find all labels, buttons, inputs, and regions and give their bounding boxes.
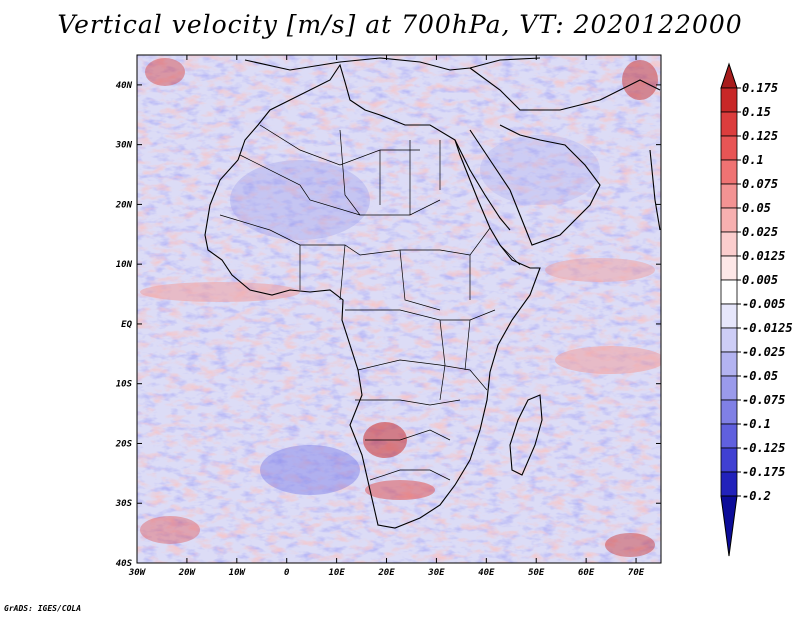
border-line: [469, 227, 521, 300]
colorbar-top-arrow: [720, 62, 738, 89]
map-frame: [136, 54, 662, 564]
lon-tick-label: 10W: [229, 568, 247, 578]
border-line: [365, 429, 451, 441]
border-line: [259, 124, 420, 166]
colorbar-label: 0.1: [742, 153, 764, 167]
lat-tick-label: 20S: [115, 439, 133, 449]
country-borders: [219, 124, 521, 481]
chart-title: Vertical velocity [m/s] at 700hPa, VT: 2…: [57, 10, 743, 39]
colorbar-swatch: [720, 447, 738, 473]
colorbar-swatch: [720, 255, 738, 281]
itcz-ascent-band: [140, 282, 300, 302]
colorbar-swatch: [720, 231, 738, 257]
africa-coastline: [204, 63, 541, 529]
lat-tick-label: 10S: [116, 380, 133, 390]
colorbar-label: 0.025: [742, 225, 778, 239]
arabia-subsidence: [480, 135, 600, 205]
border-line: [239, 154, 441, 216]
red-sea: [454, 139, 511, 231]
lat-tick-label: 20N: [115, 200, 133, 210]
feature-blobs: [140, 58, 661, 557]
lat-tick-label: 40N: [116, 81, 133, 91]
lat-tick-label: EQ: [121, 320, 132, 330]
lat-tick-label: 30S: [115, 499, 133, 509]
colorbar-swatch: [720, 399, 738, 425]
madagascar-coastline: [509, 394, 543, 476]
lon-tick-label: 30W: [128, 568, 147, 578]
colorbar-swatch: [720, 135, 738, 161]
border-line: [369, 469, 451, 481]
lat-tick-label: 40S: [116, 559, 133, 569]
colorbar-swatch: [720, 159, 738, 185]
south-atlantic-descent: [260, 445, 360, 495]
southeast-ascent: [605, 533, 655, 557]
colorbar-swatch: [720, 207, 738, 233]
colorbar-swatch: [720, 471, 738, 497]
colorbar-label: 0.05: [742, 201, 771, 215]
colorbar-label: 0.15: [742, 105, 771, 119]
northwest-ascent: [145, 58, 185, 86]
lon-tick-label: 10E: [328, 568, 345, 578]
southwest-ascent: [140, 516, 200, 544]
colorbar-swatch: [720, 183, 738, 209]
colorbar-bottom-arrow: [720, 495, 738, 557]
colorbar-label: -0.175: [742, 465, 785, 479]
map-plot-area: [136, 54, 662, 564]
colorbar-label: -0.125: [742, 441, 785, 455]
colorbar-label: 0.005: [742, 273, 778, 287]
colorbar: 0.175 0.15 0.125 0.1 0.075 0.05 0.025 0.0125 0.0…: [720, 62, 793, 557]
border-line: [339, 129, 361, 216]
latitude-axis: 40N 30N 20N 10N EQ 10S 20S 30S 40S: [115, 81, 661, 569]
border-line: [355, 399, 461, 406]
lon-tick-label: 50E: [528, 568, 545, 578]
colorbar-label: 0.0125: [742, 249, 785, 263]
colorbar-swatch: [720, 375, 738, 401]
colorbar-swatch: [720, 327, 738, 353]
lon-tick-label: 20E: [377, 568, 395, 578]
colorbar-label: 0.075: [742, 177, 778, 191]
lon-tick-label: 30E: [427, 568, 445, 578]
border-line: [219, 214, 471, 256]
colorbar-swatch: [720, 423, 738, 449]
lat-tick-label: 30N: [115, 141, 133, 151]
colorbar-label: 0.175: [742, 81, 778, 95]
border-line: [439, 319, 471, 401]
colorbar-swatch: [720, 279, 738, 305]
sahara-subsidence: [230, 160, 370, 240]
colorbar-label: -0.1: [742, 417, 771, 431]
colorbar-swatch: [720, 351, 738, 377]
lon-tick-label: 60E: [578, 568, 595, 578]
longitude-axis: 30W 20W 10W 0 10E 20E 30E 40E 50E 60E 70E: [128, 55, 645, 578]
indian-ocean-ascent-band-south: [555, 346, 661, 374]
colorbar-label: -0.0125: [742, 321, 793, 335]
india-coastline: [649, 149, 661, 231]
velocity-noise-field: [137, 55, 661, 563]
lon-tick-label: 0: [284, 568, 290, 578]
colorbar-label: -0.2: [742, 489, 771, 503]
arabia-coastline: [469, 124, 601, 246]
coastlines: [204, 57, 661, 529]
southern-africa-ascent: [365, 480, 435, 500]
colorbar-label: -0.075: [742, 393, 785, 407]
colorbar-swatch: [720, 111, 738, 137]
europe-coastline: [244, 57, 661, 111]
lon-tick-label: 20W: [178, 568, 197, 578]
colorbar-label: -0.005: [742, 297, 785, 311]
colorbar-label: -0.05: [742, 369, 778, 383]
indian-ocean-ascent-band: [545, 258, 655, 282]
border-line: [299, 244, 441, 311]
colorbar-swatch: [720, 87, 738, 113]
border-line: [357, 359, 488, 391]
border-line: [379, 140, 441, 215]
colorbar-label: -0.025: [742, 345, 785, 359]
lon-tick-label: 70E: [628, 568, 645, 578]
lat-tick-label: 10N: [116, 260, 133, 270]
footer-credit: GrADS: IGES/COLA: [4, 604, 82, 613]
lon-tick-label: 40E: [478, 568, 495, 578]
colorbar-label: 0.125: [742, 129, 778, 143]
colorbar-swatch: [720, 303, 738, 329]
